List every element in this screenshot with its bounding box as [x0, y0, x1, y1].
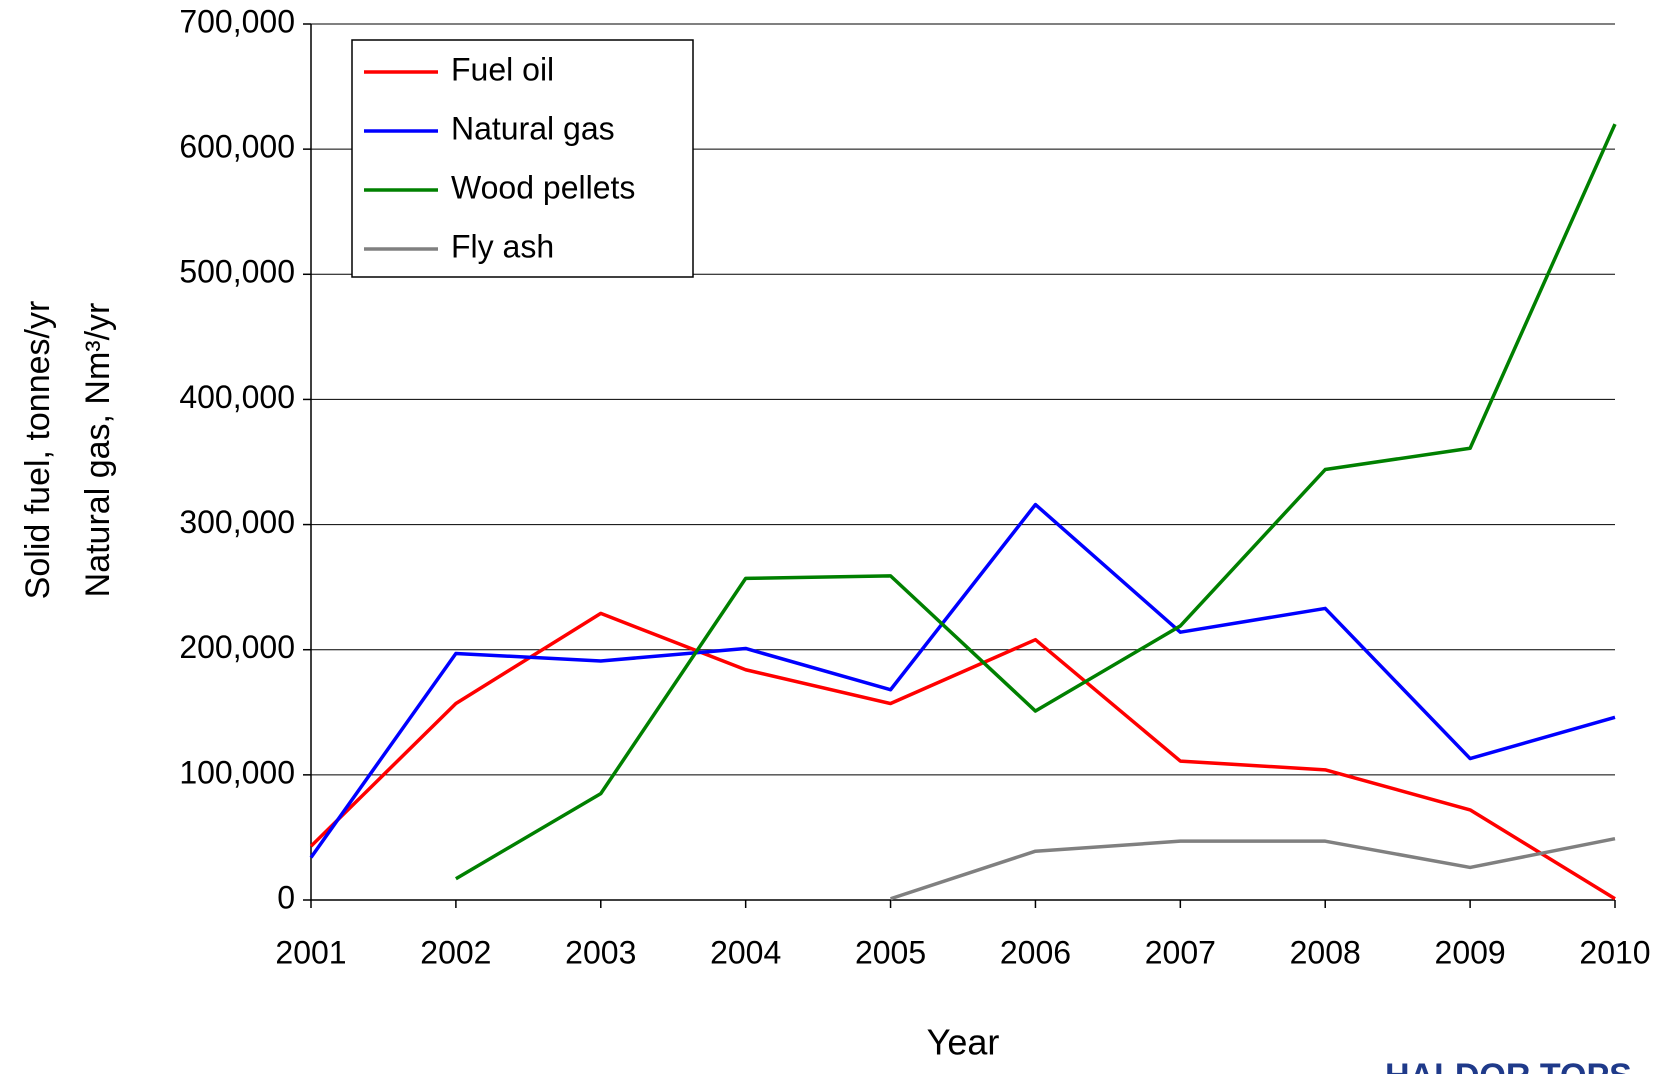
x-tick-label: 2009 — [1435, 934, 1506, 970]
legend-label: Fly ash — [451, 228, 554, 264]
y-tick-label: 500,000 — [179, 254, 295, 290]
y-tick-label: 200,000 — [179, 629, 295, 665]
y-tick-label: 700,000 — [179, 3, 295, 39]
x-axis-label: Year — [927, 1022, 1000, 1063]
legend-box — [351, 39, 694, 278]
y-tick-label: 600,000 — [179, 129, 295, 165]
y-tick-label: 300,000 — [179, 504, 295, 540]
data-line — [890, 836, 1616, 901]
legend-label: Natural gas — [451, 110, 615, 146]
y-axis-label: Solid fuel, tonnes/yr — [19, 301, 57, 600]
y-tick-label: 400,000 — [179, 379, 295, 415]
legend-label: Fuel oil — [451, 51, 554, 87]
data-line — [455, 123, 1617, 881]
x-tick-label: 2001 — [275, 934, 346, 970]
x-tick-label: 2007 — [1145, 934, 1216, 970]
legend-label: Wood pellets — [451, 169, 635, 205]
x-tick-label: 2005 — [855, 934, 926, 970]
x-tick-label: 2010 — [1579, 934, 1650, 970]
x-tick-label: 2008 — [1290, 934, 1361, 970]
data-line — [309, 502, 1616, 859]
y-axis-label: Natural gas, Nm³/yr — [79, 303, 117, 598]
logo: HALDOR TOPS — [1385, 1057, 1632, 1074]
x-tick-label: 2002 — [420, 934, 491, 970]
y-tick-label: 100,000 — [179, 754, 295, 790]
x-tick-label: 2006 — [1000, 934, 1071, 970]
x-tick-label: 2004 — [710, 934, 781, 970]
y-tick-label: 0 — [277, 879, 295, 915]
x-tick-label: 2003 — [565, 934, 636, 970]
